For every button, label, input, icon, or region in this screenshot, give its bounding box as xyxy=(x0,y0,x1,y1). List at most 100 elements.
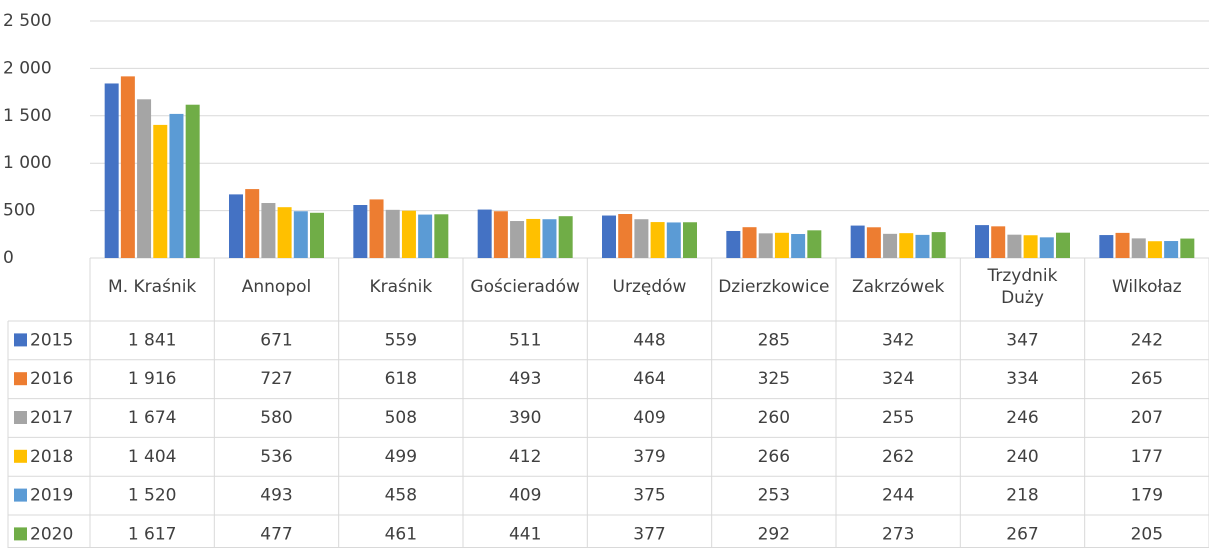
bar xyxy=(791,234,806,258)
table-value: 727 xyxy=(260,369,292,389)
table-value: 379 xyxy=(633,447,665,467)
bar xyxy=(369,199,384,258)
legend-swatch xyxy=(14,333,27,347)
table-value: 324 xyxy=(882,369,914,389)
legend-swatch xyxy=(14,488,27,502)
bar xyxy=(229,194,243,258)
bar xyxy=(683,222,697,258)
bar xyxy=(401,210,416,258)
table-value: 240 xyxy=(1006,447,1038,467)
table-value: 292 xyxy=(758,524,790,544)
table-value: 244 xyxy=(882,486,914,506)
y-tick-label: 500 xyxy=(3,201,35,221)
table-value: 218 xyxy=(1006,486,1038,506)
bar xyxy=(418,214,433,258)
y-tick-label: 0 xyxy=(3,248,14,268)
bar xyxy=(1131,238,1146,258)
bar xyxy=(385,209,400,258)
table-value: 375 xyxy=(633,486,665,506)
table-value: 266 xyxy=(758,447,790,467)
bar xyxy=(975,225,989,258)
table-value: 441 xyxy=(509,524,541,544)
y-tick-label: 1 500 xyxy=(3,106,52,126)
bar xyxy=(310,212,324,258)
table-value: 412 xyxy=(509,447,541,467)
bar xyxy=(293,211,308,258)
bar xyxy=(542,219,557,258)
bar xyxy=(185,104,200,258)
bar xyxy=(137,99,152,258)
table-value: 1 617 xyxy=(128,524,177,544)
table-value: 177 xyxy=(1131,447,1163,467)
table-value: 477 xyxy=(260,524,292,544)
bar xyxy=(726,230,741,258)
bar xyxy=(602,215,616,258)
table-value: 1 841 xyxy=(128,330,177,350)
table-value: 246 xyxy=(1006,408,1038,428)
bar xyxy=(931,232,946,258)
table-value: 377 xyxy=(633,524,665,544)
legend-label: 2018 xyxy=(30,447,73,467)
category-cell: Annopol xyxy=(242,277,312,297)
table-value: 262 xyxy=(882,447,914,467)
y-tick-label: 2 500 xyxy=(3,11,52,31)
table-value: 508 xyxy=(385,408,417,428)
table-value: 461 xyxy=(385,524,417,544)
table-value: 1 674 xyxy=(128,408,177,428)
bar xyxy=(1056,232,1070,258)
x-tick-label: Zakrzówek xyxy=(851,277,945,297)
y-tick-label: 1 000 xyxy=(3,153,52,173)
bar xyxy=(104,83,119,258)
table-value: 1 404 xyxy=(128,447,177,467)
bar xyxy=(866,227,881,258)
table-value: 580 xyxy=(260,408,292,428)
table-value: 273 xyxy=(882,524,914,544)
table-value: 493 xyxy=(509,369,541,389)
bar xyxy=(558,216,573,258)
bar xyxy=(245,189,260,258)
table-value: 458 xyxy=(385,486,417,506)
table-value: 409 xyxy=(509,486,541,506)
bar xyxy=(850,225,865,258)
bar xyxy=(1007,234,1022,258)
category-cell: Gościeradów xyxy=(470,277,579,297)
table-value: 265 xyxy=(1131,369,1163,389)
legend-label: 2019 xyxy=(30,486,73,506)
bar xyxy=(1164,241,1179,258)
bar xyxy=(261,203,276,258)
table-value: 671 xyxy=(260,330,292,350)
bar xyxy=(807,230,822,258)
table-value: 334 xyxy=(1006,369,1038,389)
table-value: 179 xyxy=(1131,486,1163,506)
table-value: 618 xyxy=(385,369,417,389)
legend-swatch xyxy=(14,411,27,424)
bar xyxy=(434,214,449,258)
bar xyxy=(120,76,135,259)
bar xyxy=(1180,238,1195,258)
bar xyxy=(1023,235,1038,258)
bar xyxy=(1039,237,1054,258)
bar xyxy=(1099,235,1114,258)
category-cell: Urzędów xyxy=(613,277,687,297)
bar xyxy=(493,211,508,258)
bar xyxy=(758,233,773,258)
bar xyxy=(618,214,633,258)
bar xyxy=(277,207,292,258)
legend-swatch xyxy=(14,449,27,463)
table-value: 207 xyxy=(1131,408,1163,428)
category-cell: Wilkołaz xyxy=(1111,277,1182,297)
x-tick-label: M. Kraśnik xyxy=(108,277,197,297)
x-tick-label: Dzierzkowice xyxy=(718,277,830,297)
table-value: 499 xyxy=(385,447,417,467)
category-cell: Trzydnik Duży xyxy=(987,266,1057,308)
bar xyxy=(666,222,681,258)
legend-label: 2016 xyxy=(30,369,73,389)
table-value: 285 xyxy=(758,330,790,350)
bar xyxy=(353,205,368,258)
x-tick-label: Wilkołaz xyxy=(1111,277,1182,297)
table-value: 253 xyxy=(758,486,790,506)
bar xyxy=(1147,241,1162,258)
table-value: 342 xyxy=(882,330,914,350)
table-value: 1 520 xyxy=(128,486,177,506)
table-value: 255 xyxy=(882,408,914,428)
